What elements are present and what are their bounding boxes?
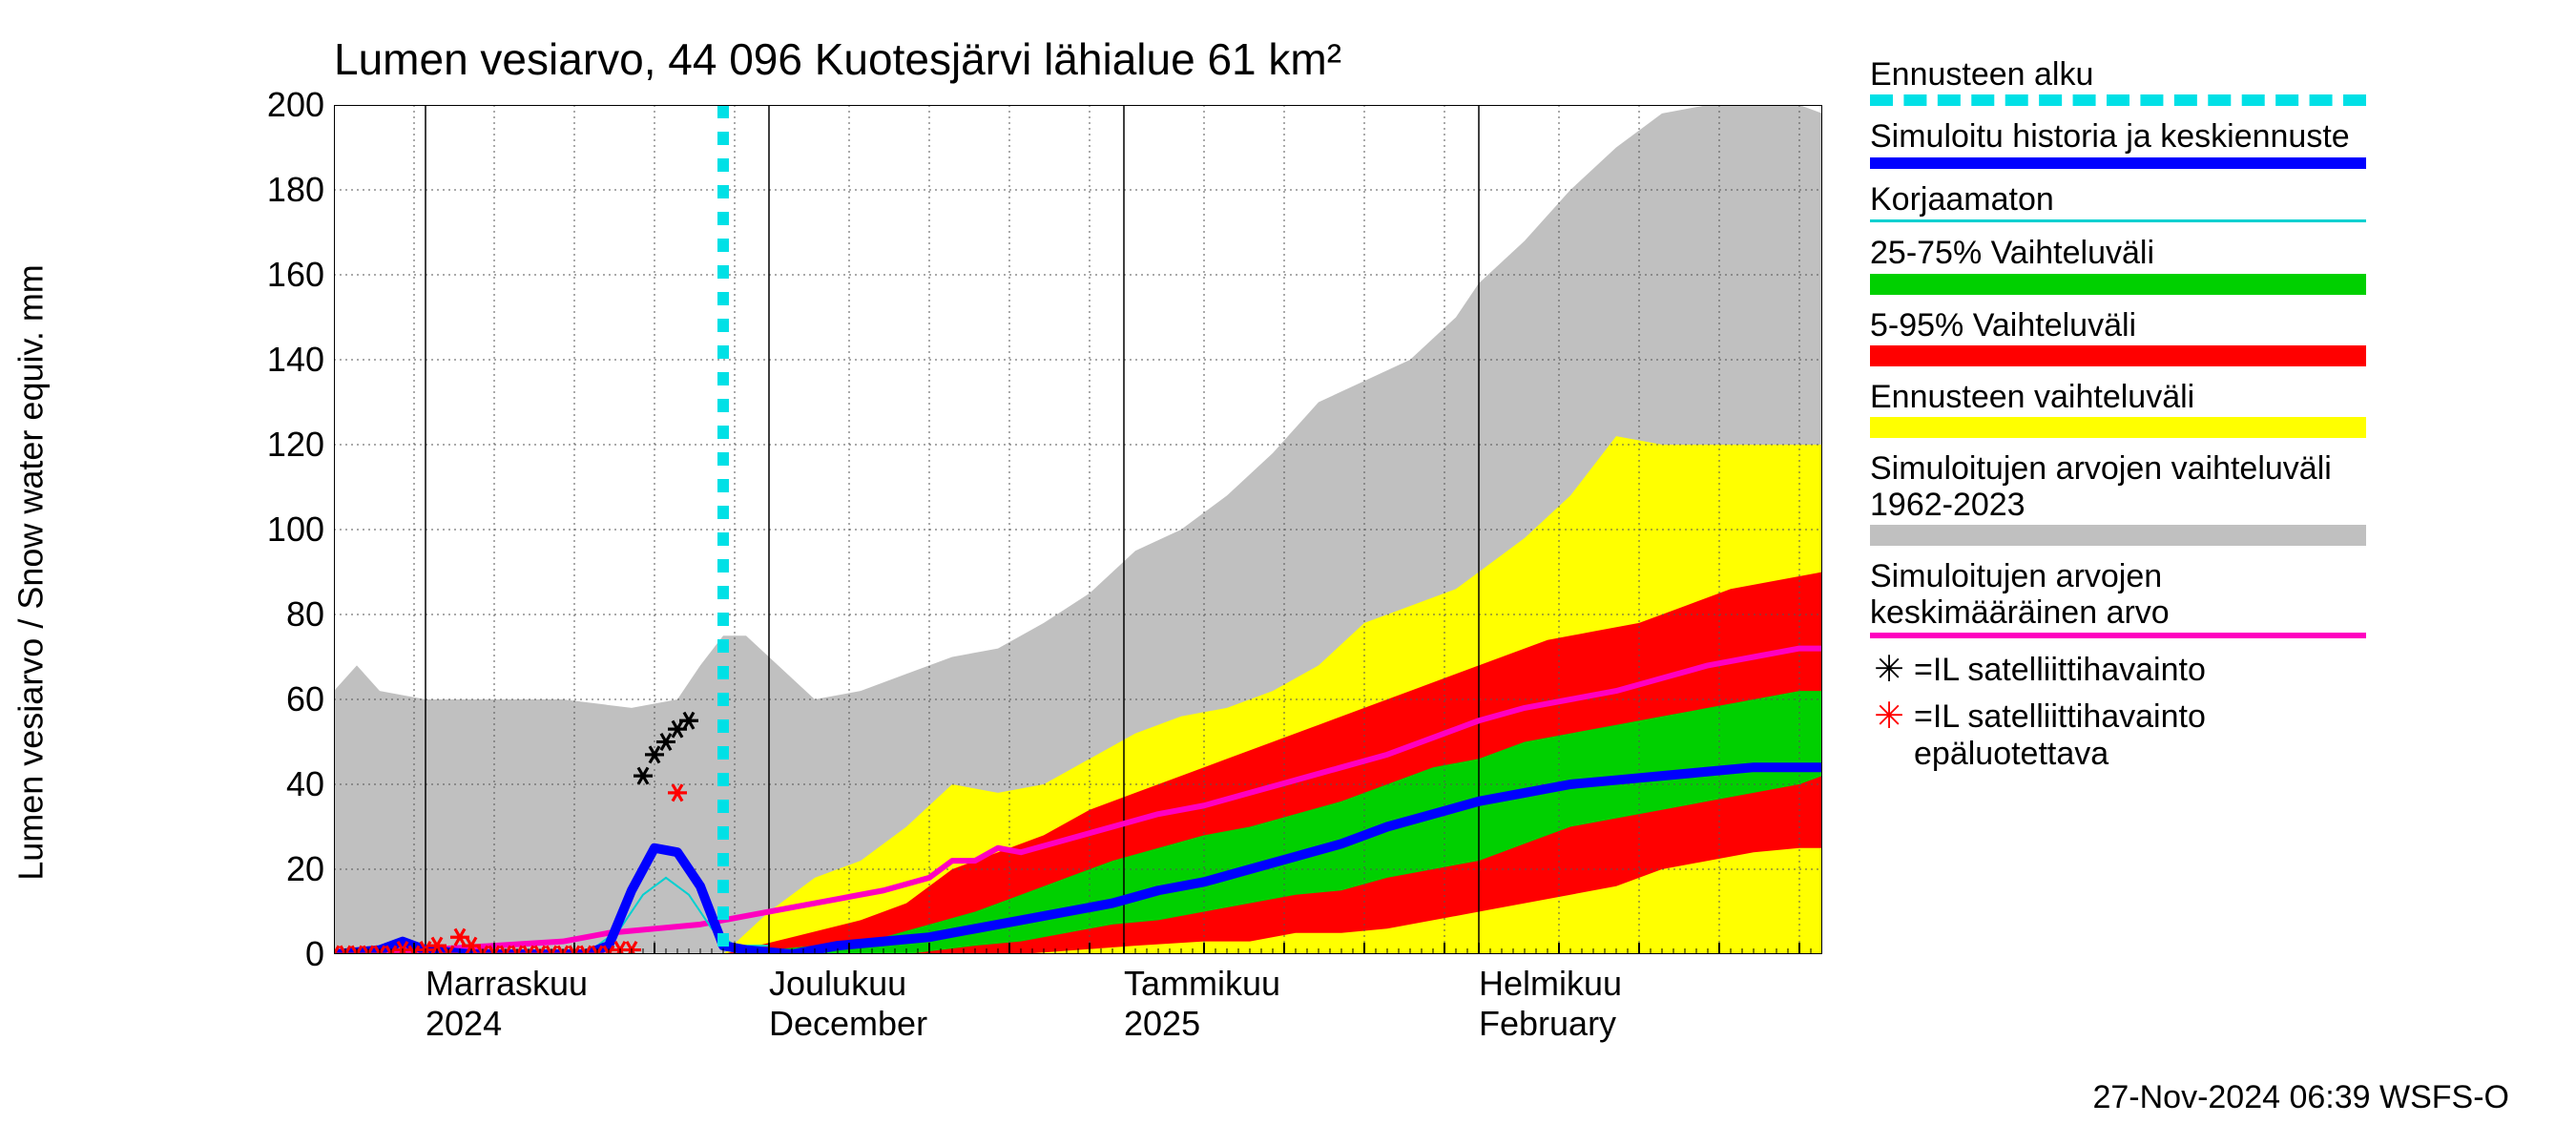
legend-item: 5-95% Vaihteluväli [1870, 308, 2366, 366]
legend-item: Korjaamaton [1870, 182, 2366, 222]
y-tick-label: 100 [267, 510, 324, 550]
y-axis-label: Lumen vesiarvo / Snow water equiv. mm [10, 264, 51, 881]
y-tick-label: 40 [286, 764, 324, 804]
legend-item: Simuloitu historia ja keskiennuste [1870, 119, 2366, 168]
timestamp: 27-Nov-2024 06:39 WSFS-O [2092, 1079, 2509, 1116]
legend: Ennusteen alku Simuloitu historia ja kesk… [1870, 57, 2366, 782]
legend-item: Ennusteen alku [1870, 57, 2366, 106]
x-tick-label: Marraskuu2024 [426, 964, 588, 1044]
legend-item: 25-75% Vaihteluväli [1870, 236, 2366, 294]
y-tick-label: 120 [267, 425, 324, 465]
y-tick-label: 20 [286, 849, 324, 889]
chart-title: Lumen vesiarvo, 44 096 Kuotesjärvi lähia… [334, 33, 1341, 85]
y-tick-label: 180 [267, 170, 324, 210]
legend-item: Simuloitujen arvojen vaihteluväli 1962-2… [1870, 451, 2366, 546]
legend-item: Simuloitujen arvojen keskimääräinen arvo [1870, 559, 2366, 638]
y-tick-label: 80 [286, 594, 324, 635]
y-tick-label: 60 [286, 679, 324, 719]
y-tick-label: 140 [267, 340, 324, 380]
x-tick-label: HelmikuuFebruary [1479, 964, 1622, 1044]
x-tick-label: JoulukuuDecember [769, 964, 927, 1044]
chart-svg [334, 105, 1822, 954]
y-tick-label: 0 [305, 934, 324, 974]
legend-item: Ennusteen vaihteluväli [1870, 380, 2366, 438]
legend-item: ✳=IL satelliittihavainto [1870, 652, 2366, 689]
x-axis: Marraskuu2024 JoulukuuDecember Tammikuu202… [334, 964, 1822, 1078]
x-tick-label: Tammikuu2025 [1124, 964, 1280, 1044]
legend-item: ✳=IL satelliittihavainto epäluotettava [1870, 698, 2366, 773]
y-tick-label: 160 [267, 255, 324, 295]
y-tick-label: 200 [267, 85, 324, 125]
plot-area: 020406080100120140160180200 [334, 105, 1822, 954]
